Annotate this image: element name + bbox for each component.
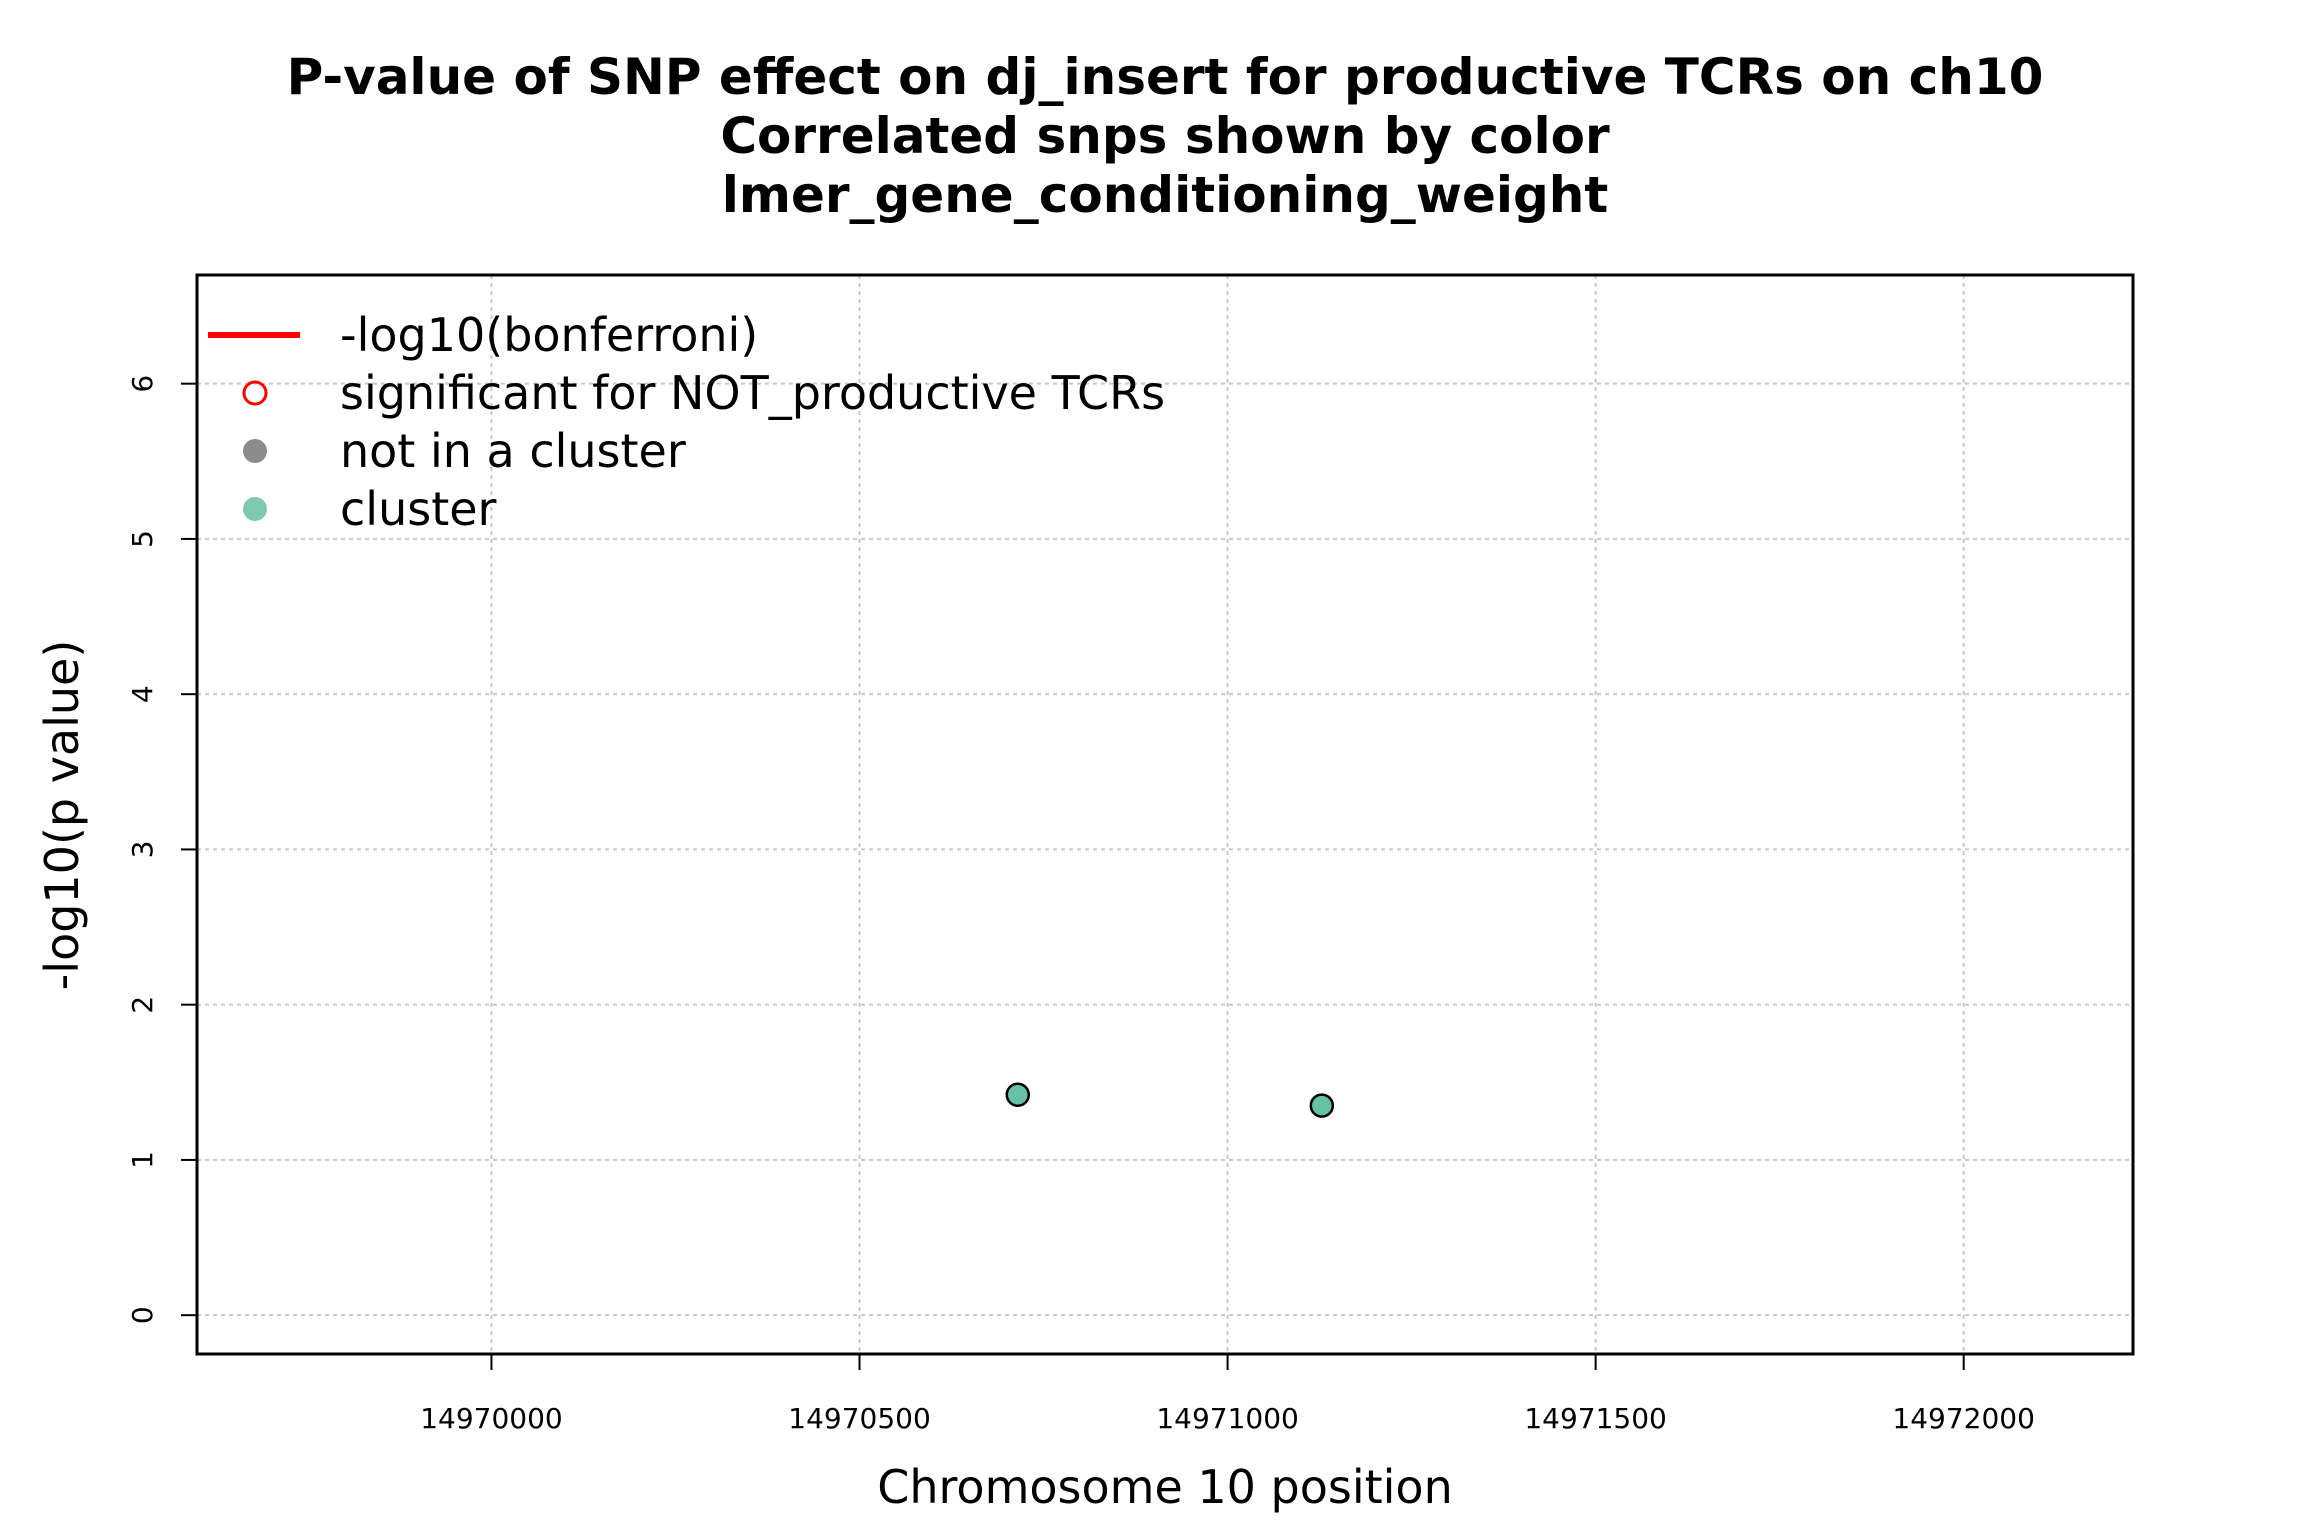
y-axis: 0 1 2 3 4 5 6 <box>126 375 197 1324</box>
plot-frame <box>195 273 2135 1356</box>
x-tick-label-2: 14971000 <box>1156 1402 1299 1435</box>
data-point-0-1 <box>1309 1093 1335 1118</box>
legend: -log10(bonferroni)significant for NOT_pr… <box>208 308 1165 536</box>
legend-label-1: significant for NOT_productive TCRs <box>340 366 1165 420</box>
y-tick-label-6: 6 <box>126 375 159 393</box>
grid <box>197 275 2133 1354</box>
legend-label-2: not in a cluster <box>340 424 686 478</box>
y-tick-label-1: 1 <box>126 1151 159 1169</box>
y-tick-label-5: 5 <box>126 530 159 548</box>
x-tick-label-0: 14970000 <box>420 1402 563 1435</box>
legend-symbol-2 <box>243 439 267 463</box>
chart-title: P-value of SNP effect on dj_insert for p… <box>287 48 2044 224</box>
y-axis-label: -log10(p value) <box>35 640 89 991</box>
legend-label-3: cluster <box>340 482 497 536</box>
title-line-1: P-value of SNP effect on dj_insert for p… <box>287 48 2044 106</box>
x-tick-label-1: 14970500 <box>788 1402 931 1435</box>
title-line-3: lmer_gene_conditioning_weight <box>722 166 1609 224</box>
data-point-0-0 <box>1005 1082 1031 1107</box>
x-axis: 14970000 14970500 14971000 14971500 14972000 <box>420 1354 2035 1435</box>
data-points <box>1005 1082 1335 1118</box>
legend-label-0: -log10(bonferroni) <box>340 308 758 362</box>
x-axis-label: Chromosome 10 position <box>877 1460 1452 1514</box>
x-tick-label-3: 14971500 <box>1524 1402 1667 1435</box>
x-tick-label-4: 14972000 <box>1892 1402 2035 1435</box>
y-tick-label-2: 2 <box>126 996 159 1014</box>
legend-symbol-1 <box>242 380 268 406</box>
y-tick-label-0: 0 <box>126 1306 159 1324</box>
y-tick-label-4: 4 <box>126 685 159 703</box>
legend-symbol-3 <box>243 497 267 521</box>
title-line-2: Correlated snps shown by color <box>720 107 1610 165</box>
y-tick-label-3: 3 <box>126 841 159 859</box>
